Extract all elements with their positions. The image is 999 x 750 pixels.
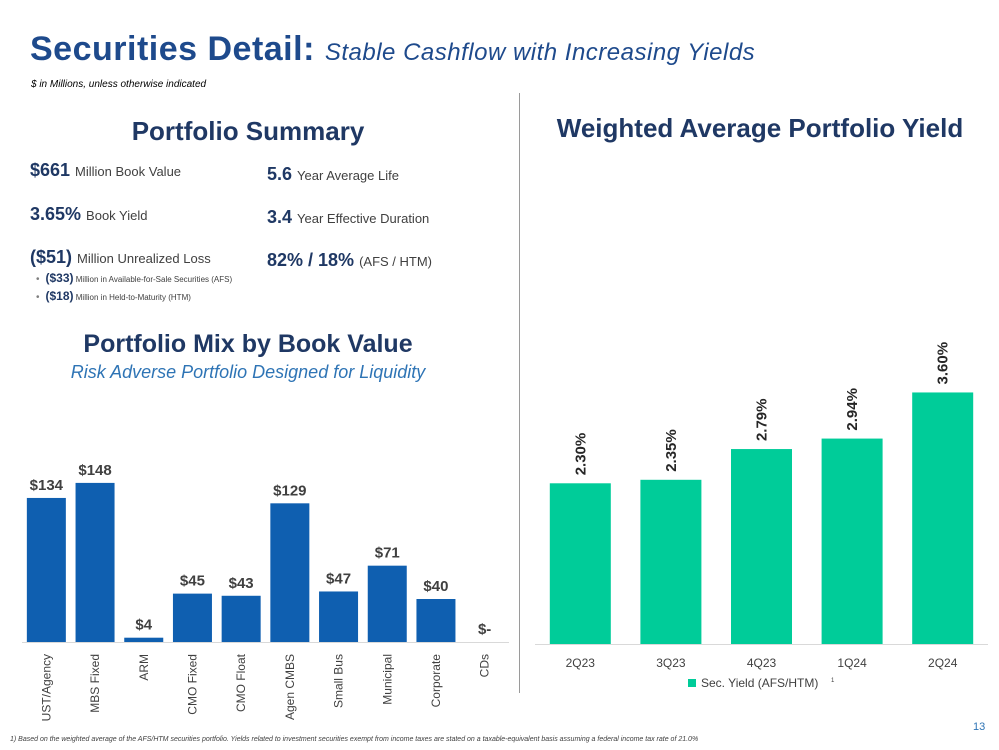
afs-htm-stat: 82% / 18% (AFS / HTM): [267, 250, 432, 271]
mix-subheading: Risk Adverse Portfolio Designed for Liqu…: [70, 362, 426, 382]
page-number: 13: [973, 721, 986, 733]
units-note: $ in Millions, unless otherwise indicate…: [31, 79, 207, 90]
x-tick-label: 1Q24: [837, 656, 867, 670]
bar-3q23: [640, 479, 702, 644]
x-tick-label: 3Q23: [656, 656, 686, 670]
bar-value-label: $4: [135, 617, 152, 634]
bar-4q23: [731, 449, 792, 644]
bar-cmo-fixed: [172, 593, 212, 642]
bar-value-label: $71: [375, 545, 400, 562]
duration-stat: 3.4 Year Effective Duration: [267, 207, 429, 228]
x-tick-label: CMO Float: [234, 653, 248, 712]
bar-value-label: $129: [273, 482, 306, 499]
portfolio-yield-chart: 2.30% 2Q23 2.35% 3Q23 2.79% 4Q23 2.94% 1Q24 3.60…: [535, 342, 988, 690]
x-tick-label: UST/Agency: [39, 654, 53, 721]
page-title-sub: Stable Cashflow with Increasing Yields: [324, 39, 756, 66]
x-tick-label: Small Bus: [332, 654, 346, 708]
page-title: Securities Detail: Stable Cashflow with …: [30, 30, 755, 69]
legend-swatch: [688, 679, 696, 687]
htm-loss-bullet: • ($18) Million in Held-to-Maturity (HTM): [36, 289, 191, 303]
book-value: $661: [30, 160, 71, 180]
bar-agen-cmbs: [270, 503, 310, 642]
legend-label: Sec. Yield (AFS/HTM): [701, 676, 818, 690]
unrealized-loss: ($51): [30, 247, 73, 267]
bar-value-label: $43: [229, 575, 254, 592]
afs-htm-label: (AFS / HTM): [359, 254, 432, 269]
bar-2q23: [549, 483, 611, 644]
x-tick-label: 2Q24: [928, 656, 958, 670]
bar-value-label: 2.30%: [572, 433, 589, 476]
x-tick-label: MBS Fixed: [88, 654, 102, 713]
unrealized-loss-stat: ($51) Million Unrealized Loss: [30, 247, 211, 268]
avg-life: 5.6: [267, 164, 293, 184]
footnote: 1) Based on the weighted average of the …: [10, 736, 699, 743]
bar-small-bus: [319, 591, 359, 642]
summary-heading: Portfolio Summary: [131, 116, 365, 146]
bar-value-label: $47: [326, 570, 351, 587]
bar-corporate: [416, 599, 456, 642]
x-tick-label: Corporate: [429, 654, 443, 708]
bar-value-label: 2.35%: [663, 429, 680, 472]
bar-value-label: 3.60%: [935, 342, 952, 385]
x-tick-label: Agen CMBS: [283, 654, 297, 720]
bar-value-label: $134: [30, 477, 64, 494]
x-tick-label: 2Q23: [566, 656, 596, 670]
portfolio-mix-chart: $134 UST/Agency $148 MBS Fixed $4 ARM $45 CMO F…: [22, 462, 509, 721]
x-tick-label: CMO Fixed: [185, 654, 199, 715]
afs-loss: ($33): [45, 271, 74, 285]
book-yield-stat: 3.65% Book Yield: [30, 204, 147, 225]
bar-municipal: [367, 565, 407, 642]
bar-mbs-fixed: [75, 482, 115, 642]
avg-life-label: Year Average Life: [297, 168, 399, 183]
page-title-main: Securities Detail:: [30, 30, 315, 68]
unrealized-loss-label: Million Unrealized Loss: [77, 251, 211, 266]
x-tick-label: Municipal: [380, 654, 394, 705]
htm-loss: ($18): [45, 289, 74, 303]
bar-value-label: $40: [423, 578, 448, 595]
avg-life-stat: 5.6 Year Average Life: [267, 164, 399, 185]
mix-heading: Portfolio Mix by Book Value: [83, 330, 413, 358]
bar-value-label: $148: [78, 462, 111, 479]
book-value-label: Million Book Value: [75, 164, 182, 179]
htm-loss-label: Million in Held-to-Maturity (HTM): [75, 293, 191, 302]
book-value-stat: $661 Million Book Value: [30, 160, 181, 181]
effective-duration-label: Year Effective Duration: [297, 211, 430, 226]
afs-loss-bullet: • ($33) Million in Available-for-Sale Sec…: [36, 271, 232, 285]
x-tick-label: 4Q23: [747, 656, 777, 670]
book-yield-label: Book Yield: [86, 208, 148, 223]
legend-footnote-marker: 1: [831, 678, 835, 684]
x-tick-label: CDs: [478, 654, 492, 677]
bar-arm: [124, 637, 164, 642]
bar-ust-agency: [26, 497, 66, 642]
bullet-icon: •: [36, 274, 40, 285]
afs-loss-label: Million in Available-for-Sale Securities…: [75, 275, 233, 284]
book-yield: 3.65%: [30, 204, 82, 224]
bar-1q24: [821, 438, 883, 644]
x-tick-label: ARM: [137, 654, 151, 681]
afs-htm-split: 82% / 18%: [267, 250, 355, 270]
effective-duration: 3.4: [267, 207, 293, 227]
bar-value-label: 2.94%: [844, 388, 861, 431]
panel-divider: [519, 93, 520, 693]
bar-value-label: 2.79%: [754, 399, 771, 442]
bar-2q24: [912, 392, 974, 644]
yield-heading: Weighted Average Portfolio Yield: [556, 113, 964, 143]
bar-cmo-float: [221, 595, 261, 642]
bar-value-label: $-: [478, 621, 491, 638]
bullet-icon: •: [36, 292, 40, 303]
bar-value-label: $45: [180, 573, 205, 590]
